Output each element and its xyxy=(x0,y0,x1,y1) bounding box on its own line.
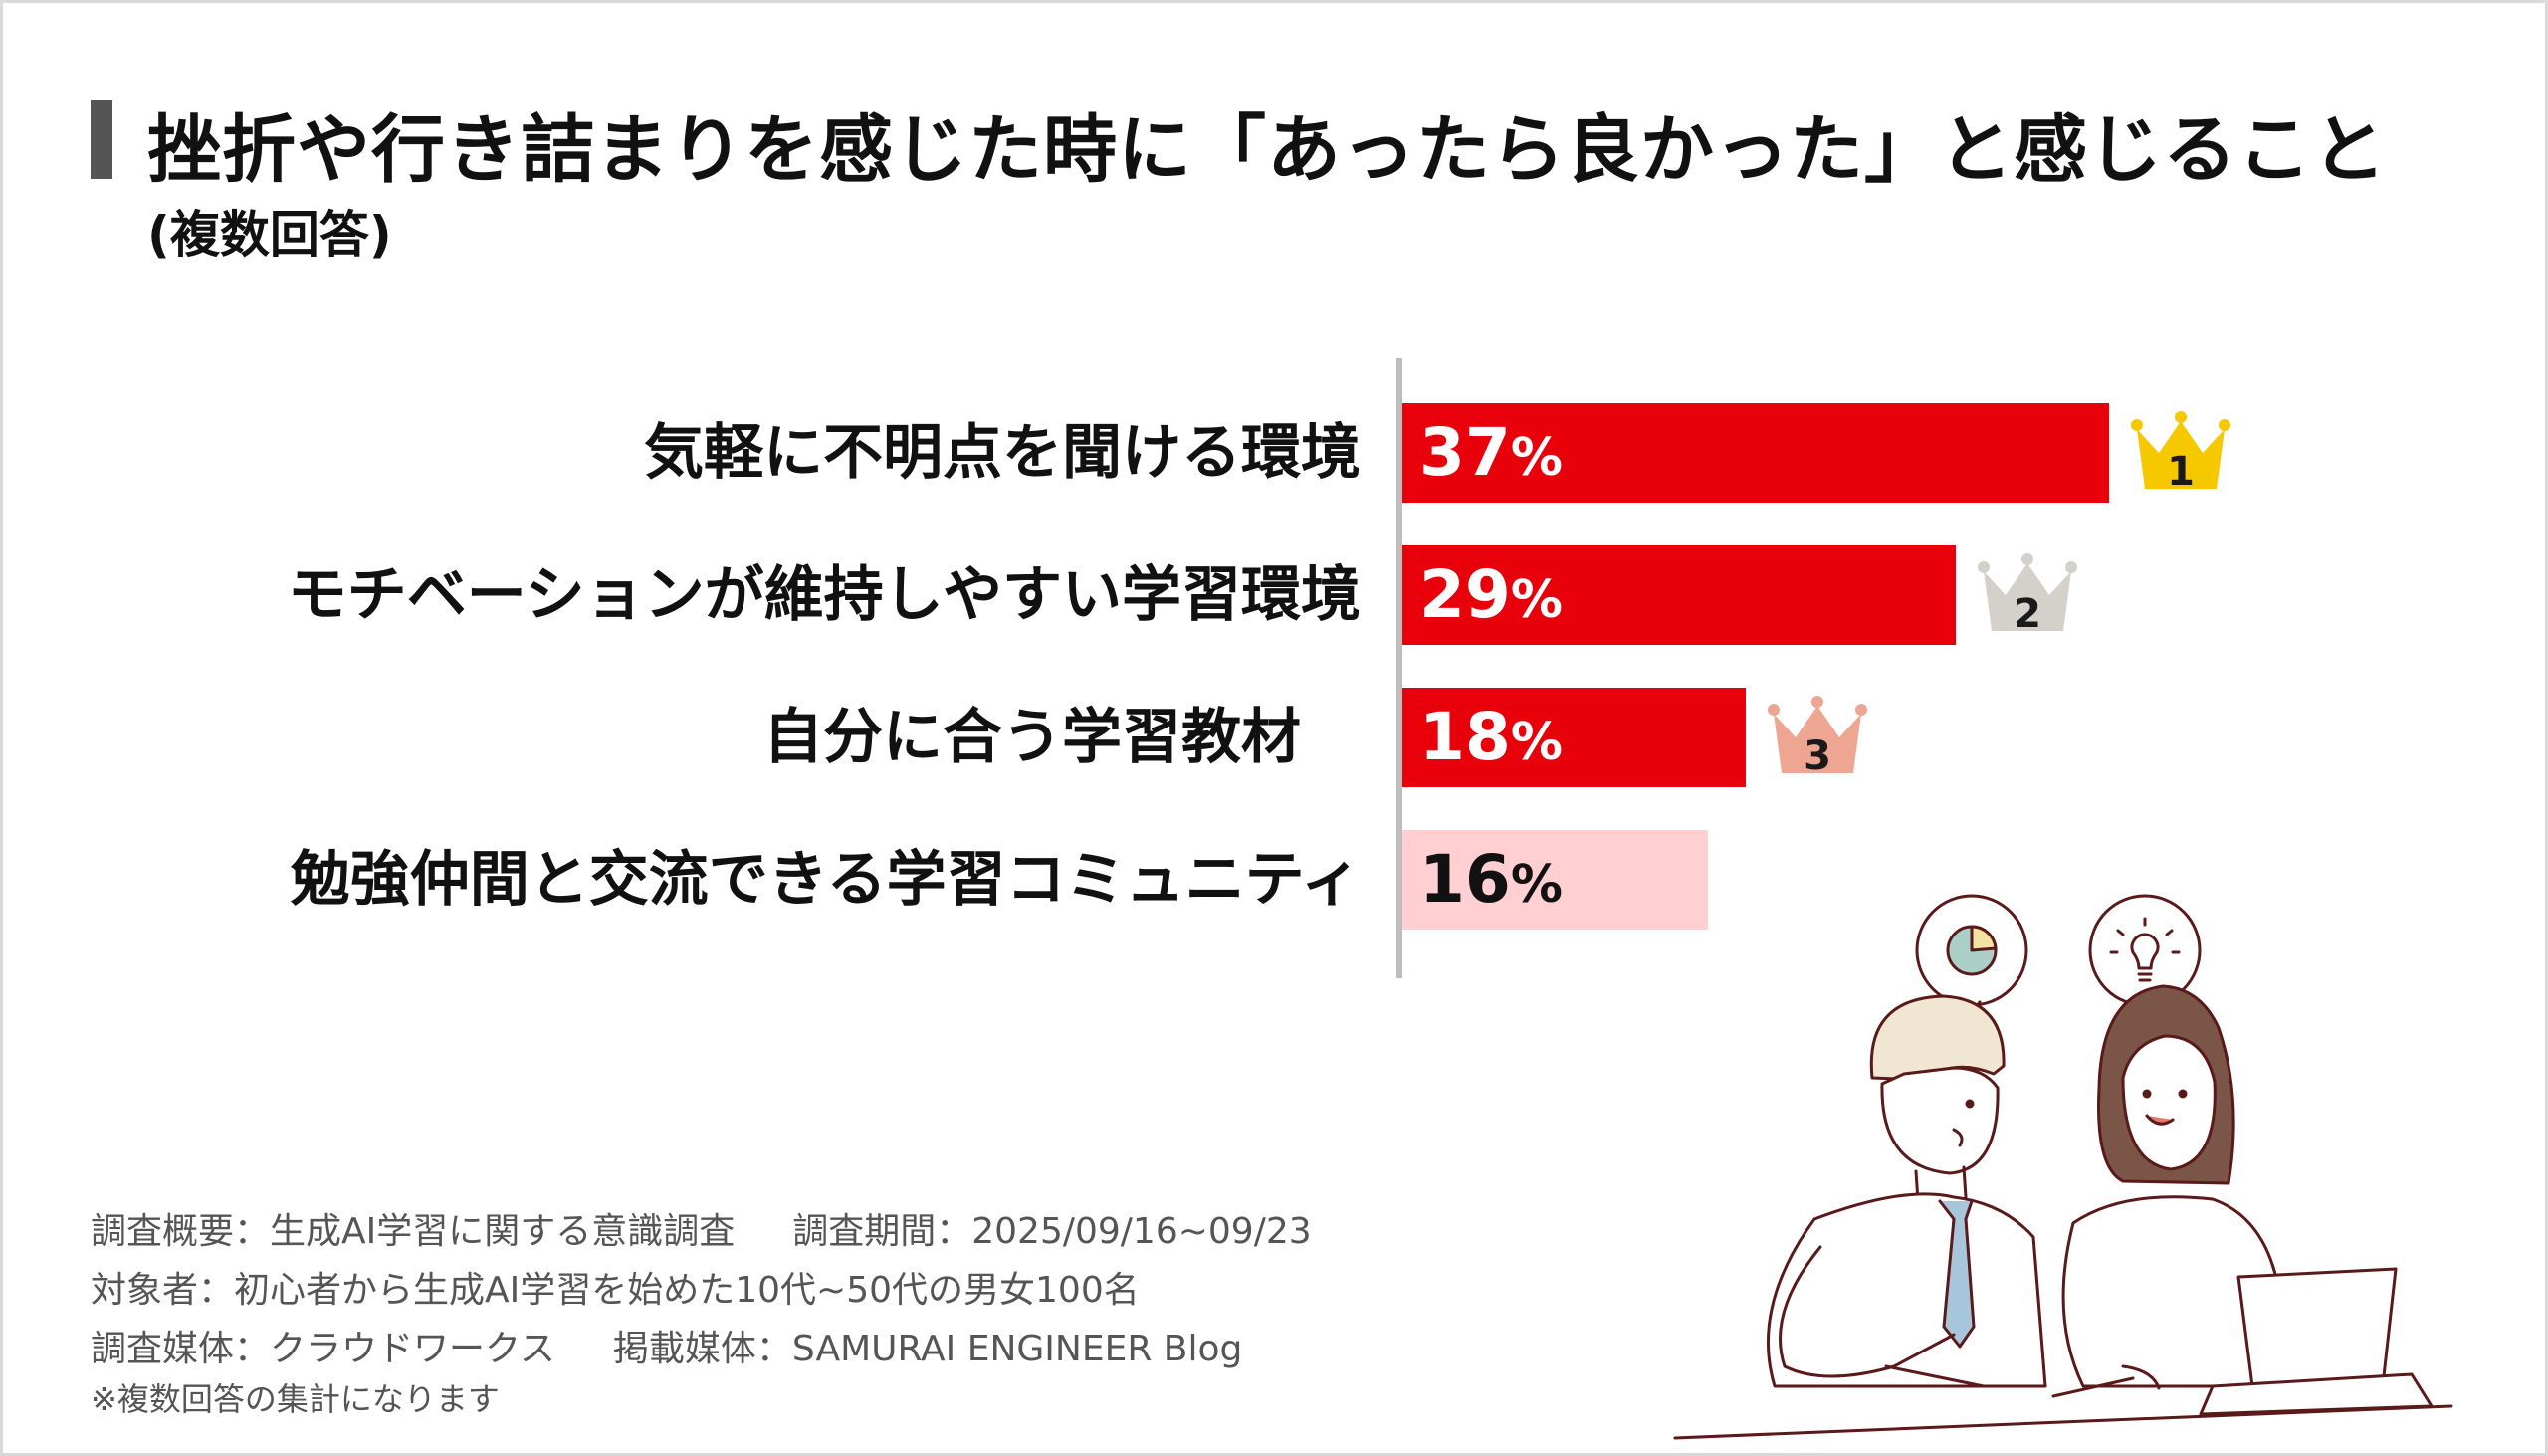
slide: 挫折や行き詰まりを感じた時に「あったら良かった」と感じること (複数回答) 気軽… xyxy=(3,3,2545,1453)
survey-media: 調査媒体：クラウドワークス xyxy=(91,1329,555,1369)
rank-label: 3 xyxy=(1804,733,1831,779)
data-label-unit: % xyxy=(1510,428,1563,488)
rank-label: 2 xyxy=(2014,591,2041,637)
title-accent-bar xyxy=(91,100,112,179)
pie-chart-icon xyxy=(1915,894,2028,1028)
data-label: 37% xyxy=(1419,403,1563,503)
bar xyxy=(1402,688,1746,787)
footer-media-line: 調査媒体：クラウドワークス 掲載媒体：SAMURAI ENGINEER Blog xyxy=(91,1320,1242,1371)
survey-overview: 調査概要：生成AI学習に関する意識調査 xyxy=(91,1211,736,1252)
crown-bronze-icon: 3 xyxy=(1768,696,1867,779)
chart-subtitle: (複数回答) xyxy=(147,206,392,264)
category-label: モチベーションが維持しやすい学習環境 xyxy=(287,560,1361,630)
footnote: ※複数回答の集計になります xyxy=(91,1380,500,1418)
crown-silver-icon: 2 xyxy=(1978,553,2077,637)
chart-title: 挫折や行き詰まりを感じた時に「あったら良かった」と感じること xyxy=(147,107,2387,193)
data-label: 29% xyxy=(1419,545,1563,645)
data-label-value: 29 xyxy=(1419,556,1511,633)
category-label: 自分に合う学習教材 xyxy=(763,703,1301,772)
crown-gold-icon: 1 xyxy=(2131,411,2230,495)
data-label-unit: % xyxy=(1510,570,1563,630)
data-label-unit: % xyxy=(1510,855,1563,915)
bar xyxy=(1402,545,1956,645)
data-label-value: 16 xyxy=(1419,841,1511,918)
data-label-value: 18 xyxy=(1419,699,1511,775)
category-label: 気軽に不明点を聞ける環境 xyxy=(644,418,1361,488)
data-label: 18% xyxy=(1419,688,1563,787)
survey-period: 調査期間：2025/09/16~09/23 xyxy=(792,1211,1312,1252)
bar xyxy=(1402,830,1708,930)
bar xyxy=(1402,403,2109,503)
people-illustration xyxy=(1673,894,2453,1440)
data-label: 16% xyxy=(1419,830,1563,930)
survey-target: 対象者：初心者から生成AI学習を始めた10代~50代の男女100名 xyxy=(91,1270,1140,1311)
category-axis-line xyxy=(1396,358,1402,978)
published-media: 掲載媒体：SAMURAI ENGINEER Blog xyxy=(612,1329,1243,1369)
rank-label: 1 xyxy=(2167,449,2195,495)
category-label: 勉強仲間と交流できる学習コミュニティ xyxy=(290,845,1361,915)
data-label-value: 37 xyxy=(1419,414,1511,491)
data-label-unit: % xyxy=(1510,713,1563,772)
footer-survey-line: 調査概要：生成AI学習に関する意識調査 調査期間：2025/09/16~09/23 xyxy=(91,1202,1312,1254)
